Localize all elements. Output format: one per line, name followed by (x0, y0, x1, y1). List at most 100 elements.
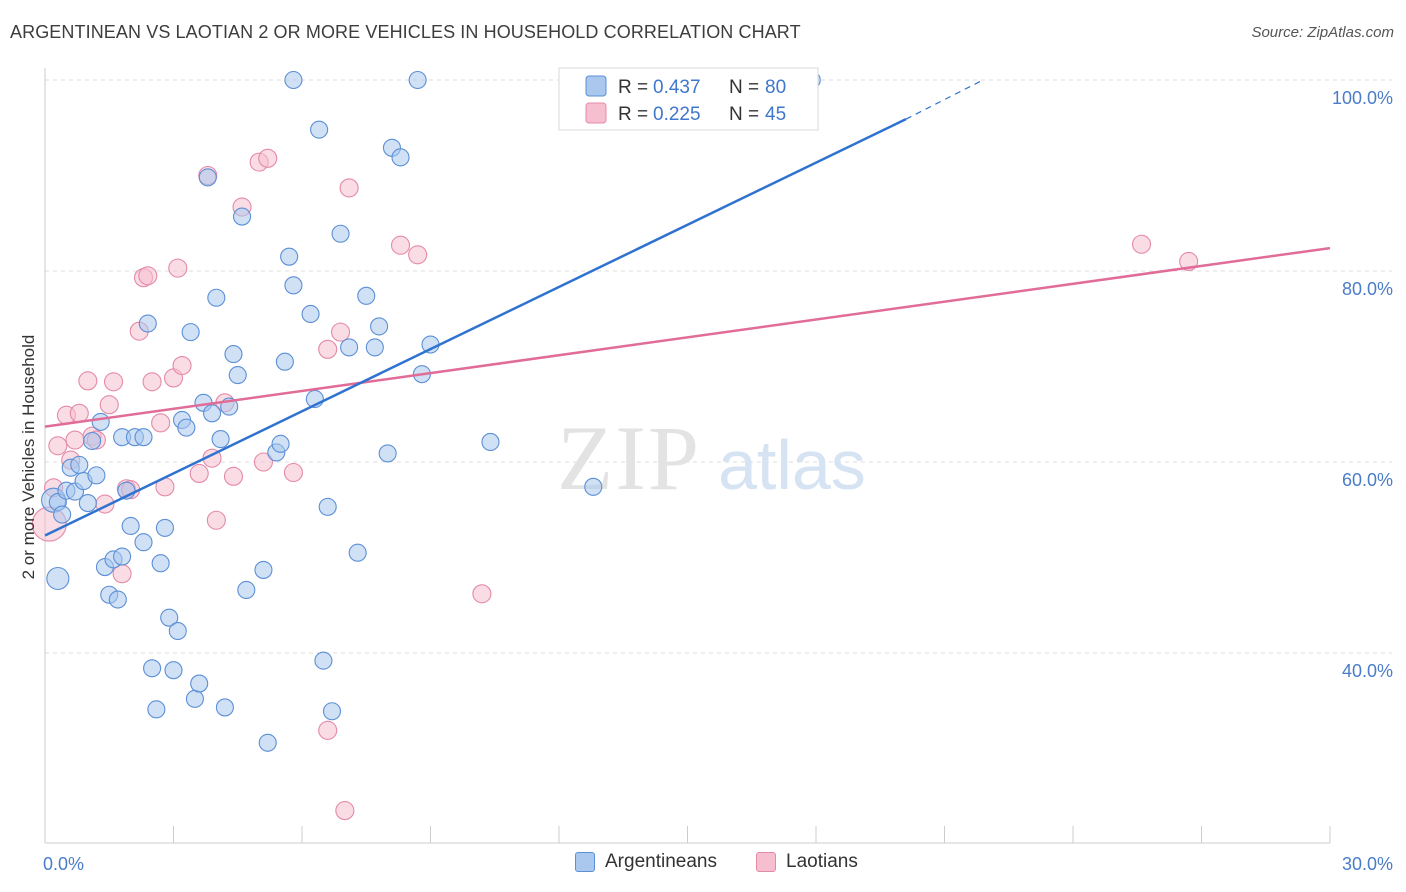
argentineans-point (147, 700, 166, 719)
legend-item-argentineans: Argentineans (575, 851, 717, 873)
grid-layer (45, 79, 1392, 654)
argentineans-point (46, 566, 70, 591)
y-tick-label: 80.0% (1342, 279, 1393, 299)
legend-label-argentineans: Argentineans (605, 851, 717, 872)
watermark-zip: ZIP (557, 407, 701, 509)
source-credit: Source: ZipAtlas.com (1251, 24, 1394, 41)
laotians-point (258, 148, 278, 168)
legend-pink-swatch (585, 102, 607, 124)
laotians-point (1131, 234, 1152, 254)
x-tick-label: 0.0% (43, 854, 84, 874)
argentineans-point (378, 444, 397, 463)
argentineans-point (155, 518, 174, 537)
watermark-atlas: atlas (718, 426, 866, 504)
argentineans-point (237, 580, 256, 600)
argentineans-point (190, 674, 209, 693)
argentineans-point (160, 608, 179, 627)
argentineans-point (481, 432, 500, 451)
argentineans-point (134, 533, 153, 552)
laotians-point (330, 322, 351, 342)
laotians-point (318, 720, 338, 740)
legend-pink-r-value: 0.225 (653, 104, 701, 125)
legend-bottom: Argentineans Laotians (0, 851, 1406, 877)
argentineans-point (53, 505, 72, 524)
laotians-point (142, 372, 162, 392)
argentineans-point (421, 335, 440, 354)
argentineans-point (365, 338, 384, 357)
argentineans-point (215, 698, 234, 717)
laotians-point (65, 430, 85, 450)
argentineans-point (91, 412, 110, 431)
argentineans-point (185, 689, 204, 708)
argentineans-point (370, 317, 389, 336)
legend-pink-r-label: R = (618, 104, 648, 125)
argentineans-point (113, 547, 132, 566)
argentineans-point (121, 516, 140, 536)
argentineans-point (70, 455, 89, 474)
laotians-point (69, 403, 89, 423)
argentineans-point (408, 70, 427, 90)
argentineans-point (584, 477, 603, 496)
laotians-point (103, 372, 124, 392)
argentineans-point (87, 466, 106, 485)
argentineans-point (322, 702, 342, 721)
laotians-point (339, 178, 359, 198)
laotians-point (172, 355, 192, 376)
laotians-point (318, 339, 338, 359)
argentineans-point (228, 366, 247, 385)
argentineans-point (134, 428, 153, 447)
laotians-point (390, 235, 411, 255)
argentineans-point (314, 651, 333, 670)
chart-title: ARGENTINEAN VS LAOTIAN 2 OR MORE VEHICLE… (10, 22, 801, 42)
laotians-swatch (756, 852, 776, 872)
argentineans-swatch (575, 852, 595, 872)
laotians-point (151, 413, 171, 433)
legend-pink-n-label: N = (729, 104, 759, 125)
laotians-point (168, 258, 188, 278)
argentineans-point (143, 659, 162, 678)
laotians-point (283, 462, 303, 483)
laotians-point (189, 463, 209, 484)
argentineans-points (41, 70, 821, 752)
legend-blue-r-value: 0.437 (653, 77, 701, 98)
argentineans-point (340, 338, 359, 357)
argentineans-point (164, 661, 183, 680)
laotians-point (138, 266, 158, 286)
laotians-points (31, 148, 1199, 821)
argentineans-point (348, 543, 367, 562)
laotians-point (253, 452, 274, 472)
argentineans-point (78, 494, 97, 513)
legend-blue-n-value: 80 (765, 77, 786, 98)
argentineans-point (254, 560, 273, 579)
legend-label-laotians: Laotians (786, 851, 858, 872)
argentineans-point (357, 286, 376, 305)
laotians-point (48, 436, 68, 456)
laotians-point (408, 245, 428, 265)
argentineans-point (310, 120, 329, 139)
argentineans-point (151, 554, 170, 573)
argentineans-point (301, 304, 320, 324)
argentineans-point (275, 352, 294, 371)
trend-lines (44, 79, 1331, 537)
argentineans-trend-line (44, 118, 907, 537)
y-tick-label: 60.0% (1342, 470, 1393, 490)
legend-pink-n-value: 45 (765, 104, 786, 125)
argentineans-point (331, 224, 350, 243)
argentineans-point (258, 733, 277, 752)
legend-item-laotians: Laotians (756, 851, 858, 873)
laotians-point (223, 466, 244, 486)
argentineans-point (280, 247, 299, 266)
y-axis-label-group: 2 or more Vehicles in Household (19, 335, 38, 580)
argentineans-point (284, 70, 303, 90)
laotians-point (206, 510, 226, 530)
argentineans-point (198, 168, 217, 187)
y-tick-label: 40.0% (1342, 661, 1393, 681)
y-tick-label: 100.0% (1332, 88, 1393, 108)
argentineans-point (203, 404, 222, 423)
argentineans-point (108, 590, 127, 609)
laotians-point (99, 395, 119, 415)
argentineans-point (224, 345, 243, 364)
argentineans-point (207, 288, 226, 307)
argentineans-point (391, 148, 410, 167)
x-tick-label: 30.0% (1342, 854, 1393, 874)
